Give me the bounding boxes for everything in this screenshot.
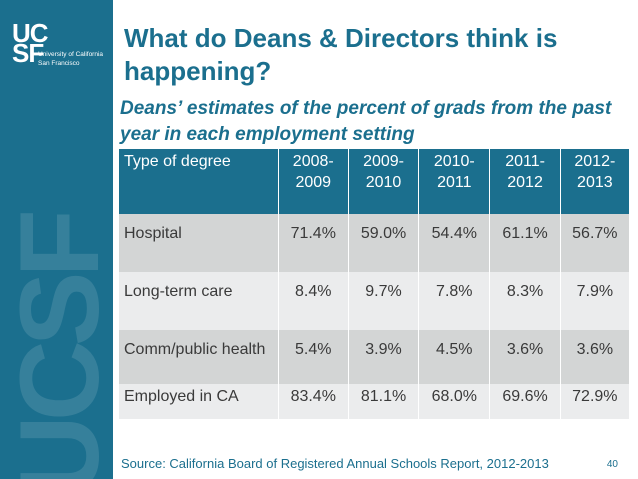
table-cell: 8.4% bbox=[278, 272, 348, 330]
header-type-of-degree: Type of degree bbox=[119, 149, 278, 214]
table-cell: 83.4% bbox=[278, 384, 348, 419]
employment-table: Type of degree 2008- 2009 2009- 2010 201… bbox=[118, 149, 630, 419]
logo-uc: UC bbox=[12, 18, 49, 48]
table-cell: 7.9% bbox=[560, 272, 629, 330]
header-2010-2011: 2010- 2011 bbox=[419, 149, 490, 214]
header-2008-2009: 2008- 2009 bbox=[278, 149, 348, 214]
logo-sf: SF bbox=[12, 38, 44, 68]
ucsf-logo: UC SF bbox=[12, 18, 49, 66]
table-cell: 7.8% bbox=[419, 272, 490, 330]
table-cell: Employed in CA bbox=[119, 384, 278, 419]
table-cell: 5.4% bbox=[278, 330, 348, 384]
table-cell: 9.7% bbox=[348, 272, 419, 330]
table-cell: 56.7% bbox=[560, 214, 629, 272]
table-header-row: Type of degree 2008- 2009 2009- 2010 201… bbox=[119, 149, 629, 214]
table-cell: 3.6% bbox=[490, 330, 560, 384]
table-row-employed-in-ca: Employed in CA 83.4% 81.1% 68.0% 69.6% 7… bbox=[119, 384, 629, 419]
slide-subtitle: Deans’ estimates of the percent of grads… bbox=[120, 98, 612, 145]
table-cell: Long-term care bbox=[119, 272, 278, 330]
table-cell: 3.9% bbox=[348, 330, 419, 384]
table-cell: 4.5% bbox=[419, 330, 490, 384]
table-cell: 81.1% bbox=[348, 384, 419, 419]
logo-subtitle: University of California San Francisco bbox=[38, 50, 110, 68]
table-row-hospital: Hospital 71.4% 59.0% 54.4% 61.1% 56.7% bbox=[119, 214, 629, 272]
table-cell: Comm/public health bbox=[119, 330, 278, 384]
brand-sidebar: UC SF University of California San Franc… bbox=[0, 0, 113, 479]
table-cell: 69.6% bbox=[490, 384, 560, 419]
table-cell: 72.9% bbox=[560, 384, 629, 419]
table-cell: 61.1% bbox=[490, 214, 560, 272]
logo-line-1: University of California bbox=[38, 51, 104, 58]
header-2012-2013: 2012- 2013 bbox=[560, 149, 629, 214]
header-2011-2012: 2011- 2012 bbox=[490, 149, 560, 214]
table-cell: 54.4% bbox=[419, 214, 490, 272]
page-number: 40 bbox=[606, 459, 618, 470]
table-cell: Hospital bbox=[119, 214, 278, 272]
slide-title: What do Deans & Directors think is happe… bbox=[124, 23, 558, 86]
source-note: Source: California Board of Registered A… bbox=[121, 456, 549, 471]
table-cell: 3.6% bbox=[560, 330, 629, 384]
ucsf-watermark: UCSF bbox=[0, 215, 113, 479]
table-cell: 71.4% bbox=[278, 214, 348, 272]
table-cell: 68.0% bbox=[419, 384, 490, 419]
table-row-comm-public-health: Comm/public health 5.4% 3.9% 4.5% 3.6% 3… bbox=[119, 330, 629, 384]
logo-line-2: San Francisco bbox=[38, 60, 80, 67]
header-2009-2010: 2009- 2010 bbox=[348, 149, 419, 214]
table-cell: 59.0% bbox=[348, 214, 419, 272]
table-row-long-term-care: Long-term care 8.4% 9.7% 7.8% 8.3% 7.9% bbox=[119, 272, 629, 330]
table-cell: 8.3% bbox=[490, 272, 560, 330]
